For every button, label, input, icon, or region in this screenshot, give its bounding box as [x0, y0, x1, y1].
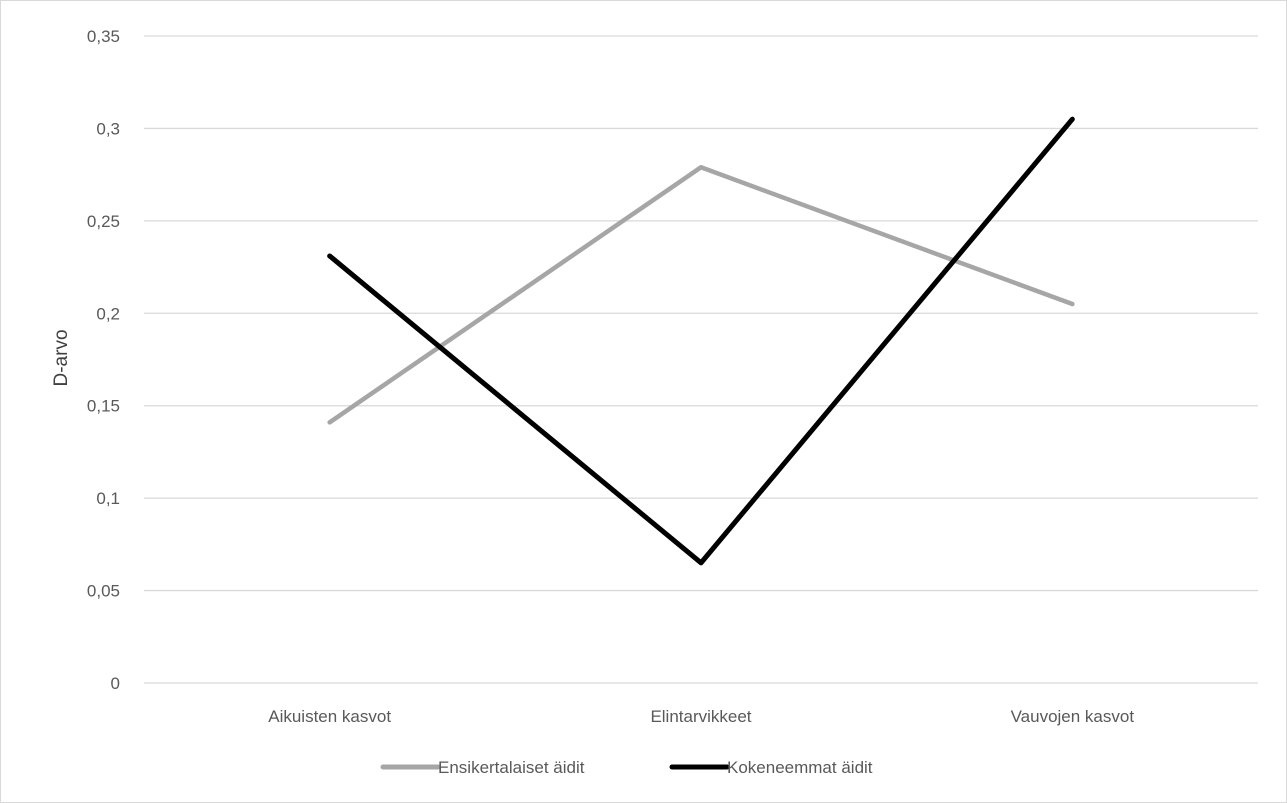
data-point	[1070, 302, 1075, 307]
legend-label: Ensikertalaiset äidit	[438, 758, 585, 777]
x-category-label: Elintarvikkeet	[650, 707, 751, 726]
y-tick-label: 0,15	[87, 397, 120, 416]
y-tick-label: 0,2	[96, 304, 120, 323]
y-tick-label: 0,35	[87, 27, 120, 46]
series-lines	[327, 116, 1075, 566]
data-point	[1070, 117, 1075, 122]
series-line	[327, 116, 1075, 566]
data-point	[699, 165, 703, 170]
gridlines	[144, 35, 1258, 684]
data-point	[327, 420, 332, 425]
x-axis-category-labels: Aikuisten kasvot Elintarvikkeet Vauvojen k…	[268, 707, 1134, 726]
series-line	[327, 164, 1075, 425]
y-axis-title: D-arvo	[51, 329, 72, 386]
data-point	[699, 560, 703, 565]
data-point	[327, 253, 332, 258]
y-tick-label: 0,1	[96, 489, 120, 508]
y-tick-label: 0	[111, 674, 120, 693]
y-tick-label: 0,3	[96, 119, 120, 138]
y-tick-label: 0,25	[87, 212, 120, 231]
x-category-label: Vauvojen kasvot	[1011, 707, 1135, 726]
y-axis-tick-labels: 0 0,05 0,1 0,15 0,2 0,25 0,3 0,35	[87, 27, 120, 693]
legend: Ensikertalaiset äidit Kokeneemmat äidit	[380, 758, 873, 777]
legend-label: Kokeneemmat äidit	[727, 758, 873, 777]
y-tick-label: 0,05	[87, 582, 120, 601]
x-category-label: Aikuisten kasvot	[268, 707, 391, 726]
